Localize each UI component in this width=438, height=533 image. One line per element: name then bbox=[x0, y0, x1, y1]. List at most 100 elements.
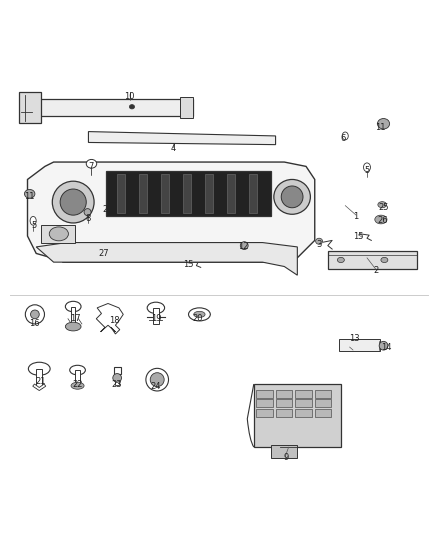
Ellipse shape bbox=[129, 104, 134, 109]
FancyBboxPatch shape bbox=[256, 399, 272, 407]
Ellipse shape bbox=[274, 180, 311, 214]
FancyBboxPatch shape bbox=[339, 339, 380, 351]
Text: 26: 26 bbox=[377, 216, 388, 225]
Text: 22: 22 bbox=[72, 379, 83, 389]
Ellipse shape bbox=[86, 159, 97, 168]
FancyBboxPatch shape bbox=[315, 409, 331, 417]
FancyBboxPatch shape bbox=[161, 174, 169, 213]
Text: 4: 4 bbox=[171, 144, 176, 154]
Ellipse shape bbox=[147, 302, 165, 313]
FancyBboxPatch shape bbox=[315, 390, 331, 398]
Ellipse shape bbox=[240, 241, 248, 249]
Polygon shape bbox=[96, 303, 123, 334]
Text: 28: 28 bbox=[102, 205, 113, 214]
Text: 8: 8 bbox=[86, 214, 91, 223]
Text: 11: 11 bbox=[375, 123, 385, 132]
FancyBboxPatch shape bbox=[116, 375, 119, 385]
FancyBboxPatch shape bbox=[276, 399, 292, 407]
Ellipse shape bbox=[65, 322, 81, 331]
Text: 25: 25 bbox=[378, 203, 389, 212]
FancyBboxPatch shape bbox=[19, 92, 41, 123]
Ellipse shape bbox=[70, 365, 85, 375]
FancyBboxPatch shape bbox=[271, 445, 297, 458]
FancyBboxPatch shape bbox=[114, 367, 120, 375]
Ellipse shape bbox=[150, 373, 164, 386]
FancyBboxPatch shape bbox=[249, 174, 257, 213]
FancyBboxPatch shape bbox=[41, 225, 75, 243]
FancyBboxPatch shape bbox=[276, 409, 292, 417]
Ellipse shape bbox=[337, 257, 344, 263]
FancyBboxPatch shape bbox=[328, 251, 417, 269]
FancyBboxPatch shape bbox=[227, 174, 235, 213]
Text: 15: 15 bbox=[353, 231, 364, 240]
Ellipse shape bbox=[188, 308, 210, 321]
FancyBboxPatch shape bbox=[256, 390, 272, 398]
FancyBboxPatch shape bbox=[75, 370, 80, 385]
Ellipse shape bbox=[316, 238, 322, 244]
Text: 14: 14 bbox=[381, 343, 392, 352]
Ellipse shape bbox=[378, 118, 390, 129]
Ellipse shape bbox=[381, 257, 388, 263]
Text: 27: 27 bbox=[99, 249, 109, 258]
Ellipse shape bbox=[25, 305, 45, 324]
Text: 9: 9 bbox=[284, 454, 289, 463]
FancyBboxPatch shape bbox=[106, 171, 271, 216]
Text: 5: 5 bbox=[32, 221, 37, 230]
Text: 18: 18 bbox=[109, 317, 120, 326]
Ellipse shape bbox=[379, 341, 388, 350]
Ellipse shape bbox=[65, 301, 81, 312]
Text: 1: 1 bbox=[353, 212, 359, 221]
Polygon shape bbox=[28, 162, 315, 262]
Ellipse shape bbox=[31, 310, 39, 319]
FancyBboxPatch shape bbox=[295, 390, 312, 398]
Text: 24: 24 bbox=[151, 382, 161, 391]
FancyBboxPatch shape bbox=[139, 174, 147, 213]
Text: 7: 7 bbox=[88, 162, 93, 171]
FancyBboxPatch shape bbox=[295, 399, 312, 407]
Ellipse shape bbox=[30, 216, 36, 225]
Ellipse shape bbox=[342, 132, 348, 140]
Text: 10: 10 bbox=[124, 92, 135, 101]
Text: 11: 11 bbox=[25, 192, 35, 201]
FancyBboxPatch shape bbox=[276, 390, 292, 398]
Text: 3: 3 bbox=[316, 240, 322, 249]
Text: 13: 13 bbox=[349, 334, 359, 343]
Text: 12: 12 bbox=[238, 243, 248, 252]
Text: 16: 16 bbox=[29, 319, 39, 328]
Ellipse shape bbox=[28, 362, 50, 375]
Text: 20: 20 bbox=[192, 314, 202, 323]
FancyBboxPatch shape bbox=[295, 409, 312, 417]
Ellipse shape bbox=[194, 311, 205, 318]
FancyBboxPatch shape bbox=[28, 99, 193, 116]
Text: 19: 19 bbox=[151, 314, 161, 323]
FancyBboxPatch shape bbox=[254, 384, 341, 447]
FancyBboxPatch shape bbox=[36, 369, 42, 389]
Text: 17: 17 bbox=[70, 314, 81, 323]
FancyBboxPatch shape bbox=[205, 174, 213, 213]
Ellipse shape bbox=[52, 181, 94, 223]
Ellipse shape bbox=[84, 208, 91, 215]
Polygon shape bbox=[33, 384, 46, 391]
Ellipse shape bbox=[113, 374, 121, 382]
FancyBboxPatch shape bbox=[71, 306, 75, 325]
FancyBboxPatch shape bbox=[256, 409, 272, 417]
FancyBboxPatch shape bbox=[183, 174, 191, 213]
Text: 5: 5 bbox=[364, 166, 370, 175]
Polygon shape bbox=[88, 132, 276, 144]
FancyBboxPatch shape bbox=[180, 97, 193, 118]
Text: 6: 6 bbox=[340, 134, 346, 143]
Ellipse shape bbox=[378, 201, 387, 208]
Ellipse shape bbox=[281, 186, 303, 208]
Text: 15: 15 bbox=[183, 260, 194, 269]
Text: 21: 21 bbox=[35, 377, 46, 386]
FancyBboxPatch shape bbox=[315, 399, 331, 407]
Ellipse shape bbox=[49, 227, 68, 241]
Text: 2: 2 bbox=[373, 266, 378, 276]
Ellipse shape bbox=[364, 163, 371, 172]
Ellipse shape bbox=[71, 382, 84, 389]
FancyBboxPatch shape bbox=[153, 308, 159, 325]
FancyBboxPatch shape bbox=[117, 174, 124, 213]
Polygon shape bbox=[36, 243, 297, 275]
Ellipse shape bbox=[60, 189, 86, 215]
Ellipse shape bbox=[146, 368, 169, 391]
